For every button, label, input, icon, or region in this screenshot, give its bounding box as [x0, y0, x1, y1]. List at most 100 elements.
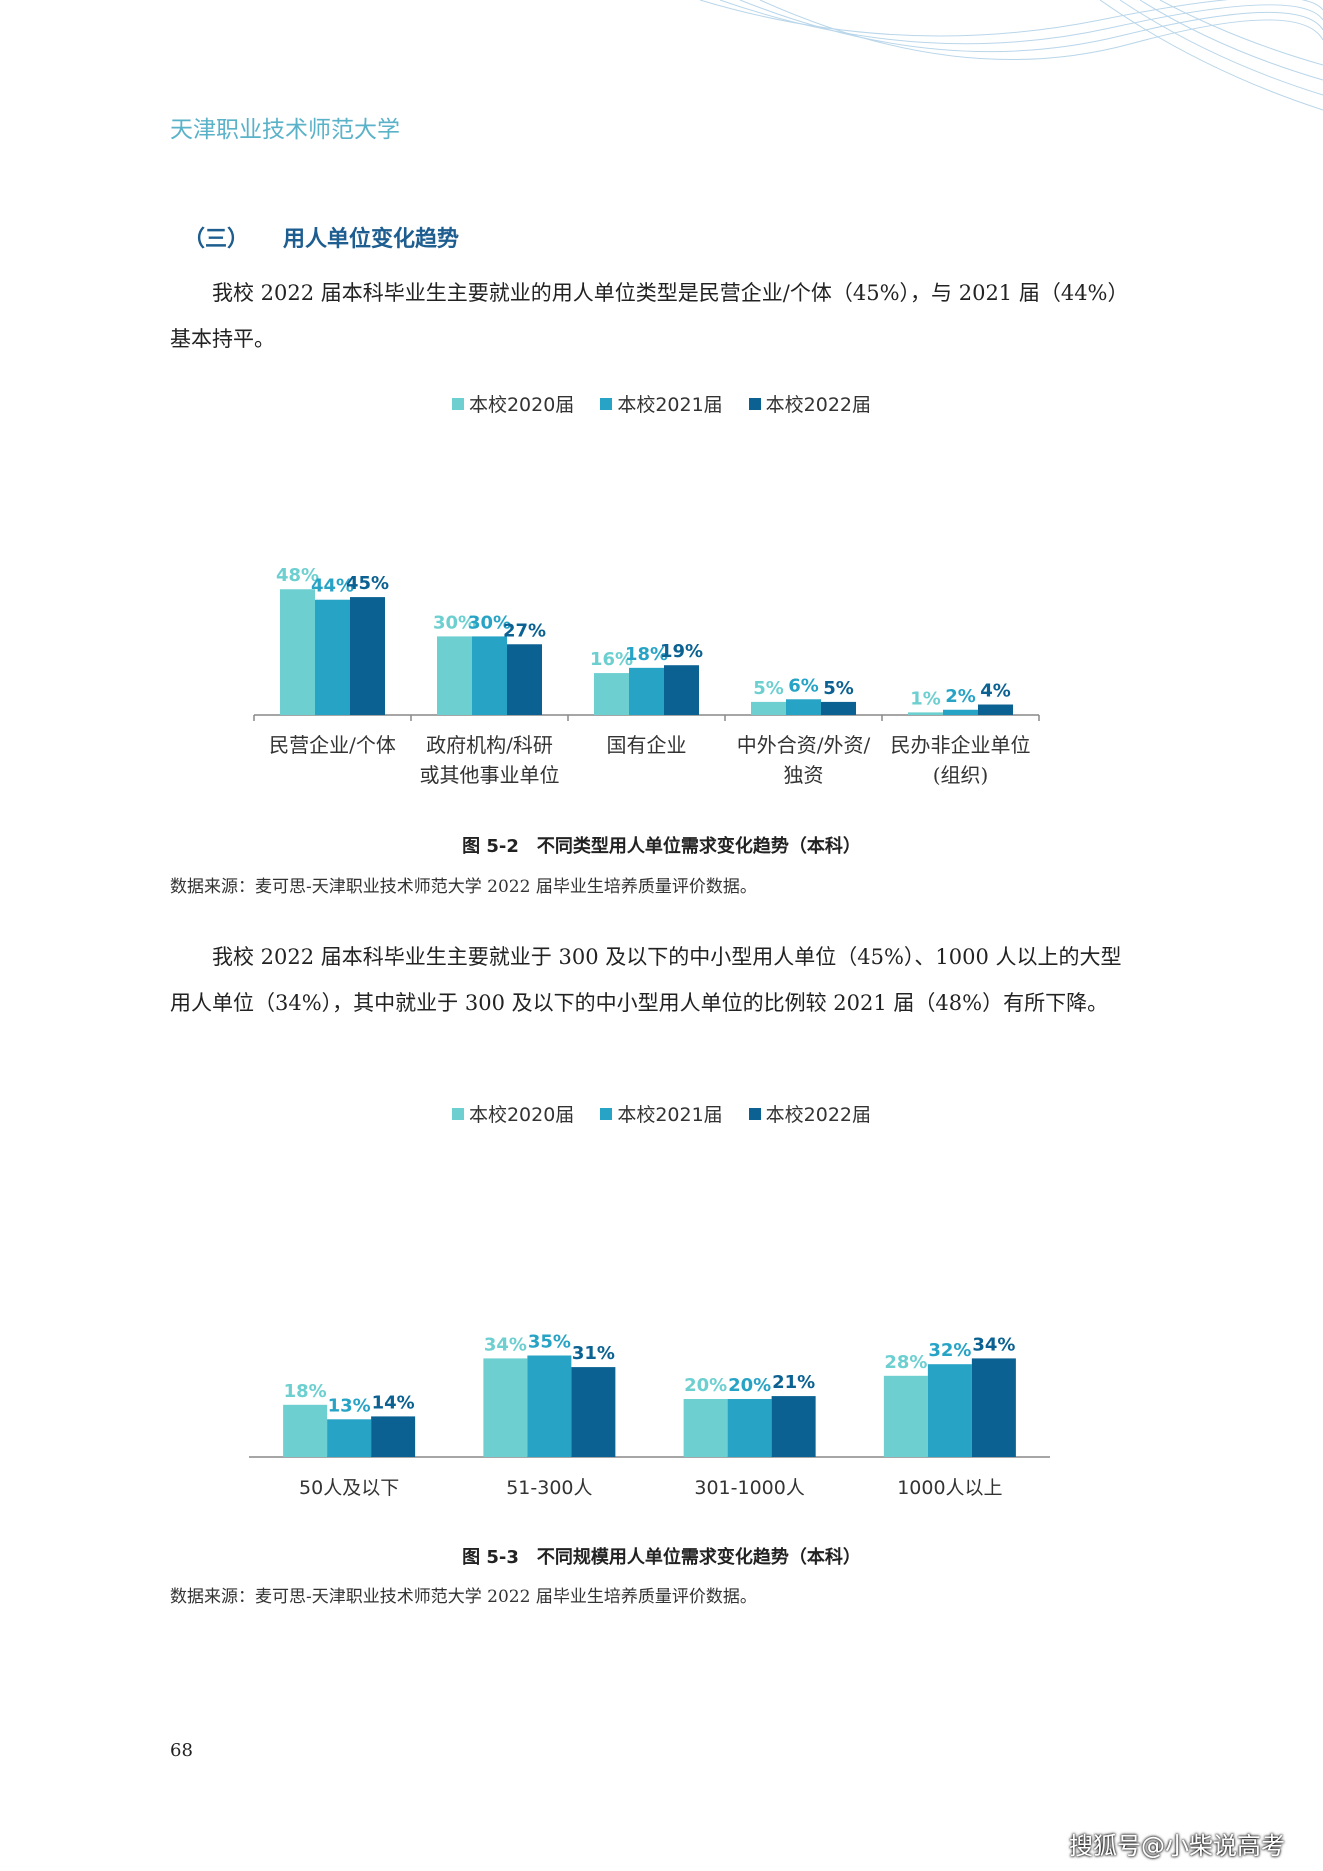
header: 天津职业技术师范大学: [170, 117, 400, 143]
legend-label: 本校2022届: [765, 394, 872, 416]
legend-label: 本校2022届: [765, 1104, 872, 1126]
bar: [629, 667, 664, 715]
value-label: 34%: [484, 1334, 527, 1355]
category-label: 民办非企业单位 (组织): [890, 733, 1031, 787]
value-label: 27%: [503, 620, 546, 641]
value-label: 2%: [945, 686, 976, 707]
legend-label: 本校2021届: [617, 1104, 723, 1126]
bar: [927, 1364, 972, 1457]
bar: [315, 599, 350, 715]
bar: [978, 704, 1013, 715]
value-label: 1%: [910, 688, 941, 709]
value-label: 20%: [684, 1375, 727, 1396]
bar: [594, 673, 629, 715]
plot: 48%44%45%30%30%27%16%18%19%5% 6% 5% 1% 2% 4%: [253, 565, 1040, 721]
bar: [571, 1367, 616, 1457]
bar: [283, 1404, 328, 1457]
legend-item: 本校2020届: [451, 1100, 575, 1127]
figure-caption: 图 5-3 不同规模用人单位需求变化趋势（本科）: [462, 1547, 861, 1568]
chart: 18% 13% 14% 34% 35% 31% 20% 20% 21% 28% 32% 34% 50人及…: [0, 1100, 1323, 1510]
section-title: 用人单位变化趋势: [283, 227, 460, 252]
legend-label: 本校2021届: [617, 394, 723, 416]
value-label: 48%: [276, 565, 319, 586]
legend-item: 本校2021届: [600, 390, 723, 417]
value-label: 31%: [572, 1343, 615, 1364]
legend: 本校2020届 本校2021届 本校2022届: [0, 390, 1323, 417]
bar: [727, 1399, 772, 1457]
legend-swatch: [748, 398, 761, 410]
category-label: 51-300人: [506, 1477, 593, 1499]
bar: [327, 1419, 372, 1457]
value-label: 14%: [372, 1392, 415, 1413]
legend-item: 本校2020届: [451, 390, 575, 417]
bar: [751, 701, 786, 715]
legend-swatch: [451, 1108, 464, 1120]
legend-label: 本校2020届: [468, 1104, 575, 1126]
bar: [683, 1399, 728, 1457]
source-note: 数据来源：麦可思-天津职业技术师范大学 2022 届毕业生培养质量评价数据。: [170, 877, 757, 897]
bar: [786, 699, 821, 715]
category-label: 301-1000人: [694, 1477, 805, 1499]
bar: [771, 1396, 816, 1457]
watermark: 搜狐号@小柴说高考: [1069, 1832, 1285, 1860]
value-label: 35%: [528, 1332, 571, 1353]
bar: [971, 1358, 1016, 1457]
value-label: 4%: [980, 681, 1011, 702]
bar: [483, 1358, 528, 1457]
value-label: 30%: [468, 612, 511, 633]
bar: [280, 589, 315, 715]
value-label: 21%: [772, 1372, 815, 1393]
value-label: 19%: [660, 641, 703, 662]
category-label: 政府机构/科研 或其他事业单位: [419, 733, 560, 787]
bar: [883, 1375, 928, 1457]
category-label: 中外合资/外资/ 独资: [736, 733, 871, 787]
decoration: [699, 0, 1323, 111]
bar: [821, 701, 856, 715]
value-label: 45%: [346, 573, 389, 594]
value-label: 5%: [823, 678, 854, 699]
page-number: 68: [170, 1740, 193, 1761]
plot: 18%13% 14%34% 35%31%20% 20% 21%28%32% 34%: [249, 1332, 1050, 1458]
section-number: （三）: [183, 227, 250, 252]
value-label: 16%: [590, 649, 633, 670]
bar: [527, 1355, 572, 1457]
chart: 48% 44% 45% 30% 30% 27% 16% 18% 19% 5% 6% 5% 1% 2% 4% 民…: [0, 380, 1323, 800]
paragraph: 我校 2022 届本科毕业生主要就业的用人单位类型是民营企业/个体（45%），与…: [170, 281, 1129, 351]
section-heading: （三） 用人单位变化趋势: [183, 221, 459, 253]
paragraph: 我校 2022 届本科毕业生主要就业于 300 及以下的中小型用人单位（45%）…: [170, 945, 1122, 1015]
value-label: 20%: [728, 1375, 771, 1396]
bar: [664, 665, 699, 715]
bar: [908, 712, 943, 715]
bar: [350, 597, 385, 715]
category-label: 1000人以上: [897, 1477, 1003, 1499]
value-label: 34%: [972, 1334, 1015, 1355]
value-label: 44%: [311, 576, 354, 597]
value-label: 32%: [928, 1340, 971, 1361]
source-note: 数据来源：麦可思-天津职业技术师范大学 2022 届毕业生培养质量评价数据。: [170, 1587, 757, 1607]
category-label: 50人及以下: [299, 1477, 400, 1499]
bar: [943, 709, 978, 715]
figure-caption: 图 5-2 不同类型用人单位需求变化趋势（本科）: [462, 836, 861, 857]
bar: [472, 636, 507, 715]
value-label: 30%: [433, 612, 476, 633]
legend-item: 本校2021届: [600, 1100, 723, 1127]
value-label: 5%: [753, 678, 784, 699]
value-label: 28%: [884, 1352, 927, 1373]
bar: [371, 1416, 416, 1457]
value-label: 13%: [328, 1395, 371, 1416]
legend-swatch: [451, 398, 464, 410]
bar: [507, 644, 542, 715]
legend-label: 本校2020届: [468, 394, 575, 416]
legend-swatch: [600, 1108, 613, 1120]
category-label: 民营企业/个体: [269, 733, 396, 757]
legend-item: 本校2022届: [748, 1100, 872, 1127]
value-label: 18%: [284, 1381, 327, 1402]
legend-swatch: [600, 398, 613, 410]
legend: 本校2020届 本校2021届 本校2022届: [0, 1100, 1323, 1127]
category-label: 国有企业: [606, 733, 687, 757]
legend-item: 本校2022届: [748, 390, 872, 417]
bar: [437, 636, 472, 715]
legend-swatch: [748, 1108, 761, 1120]
value-label: 6%: [788, 675, 819, 696]
